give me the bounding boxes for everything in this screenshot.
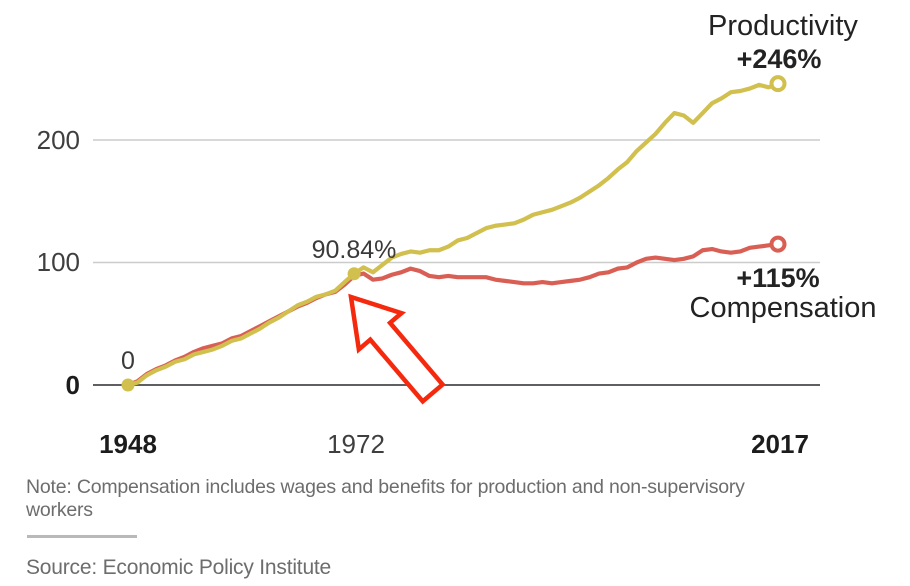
productivity-end-marker bbox=[769, 75, 787, 93]
compensation-value-label: +115% bbox=[736, 263, 819, 293]
compensation-line bbox=[125, 242, 781, 388]
source-text: Source: Economic Policy Institute bbox=[26, 556, 332, 579]
productivity-line bbox=[125, 81, 781, 388]
compensation-series-label: Compensation bbox=[690, 292, 877, 324]
compensation-end-marker bbox=[769, 235, 787, 253]
ytick-0: 0 bbox=[66, 370, 80, 400]
ytick-200: 200 bbox=[37, 125, 80, 155]
xtick-1972: 1972 bbox=[327, 429, 385, 459]
footer-divider bbox=[27, 535, 137, 538]
productivity-value-label: +246% bbox=[737, 44, 822, 74]
1972-point-marker bbox=[347, 267, 361, 281]
footnote-text: Note: Compensation includes wages and be… bbox=[26, 476, 745, 521]
arrow-annotation-icon bbox=[348, 293, 446, 405]
xtick-2017: 2017 bbox=[751, 429, 809, 459]
chart-canvas: 200 100 0 1948 1972 2017 0 90.84% Produc… bbox=[37, 10, 877, 459]
start-value-annotation: 0 bbox=[121, 347, 135, 375]
start-point-marker bbox=[121, 378, 135, 392]
xtick-1948: 1948 bbox=[99, 429, 157, 459]
1972-value-annotation: 90.84% bbox=[312, 236, 397, 264]
productivity-series-label: Productivity bbox=[708, 10, 858, 42]
ytick-100: 100 bbox=[37, 247, 80, 277]
